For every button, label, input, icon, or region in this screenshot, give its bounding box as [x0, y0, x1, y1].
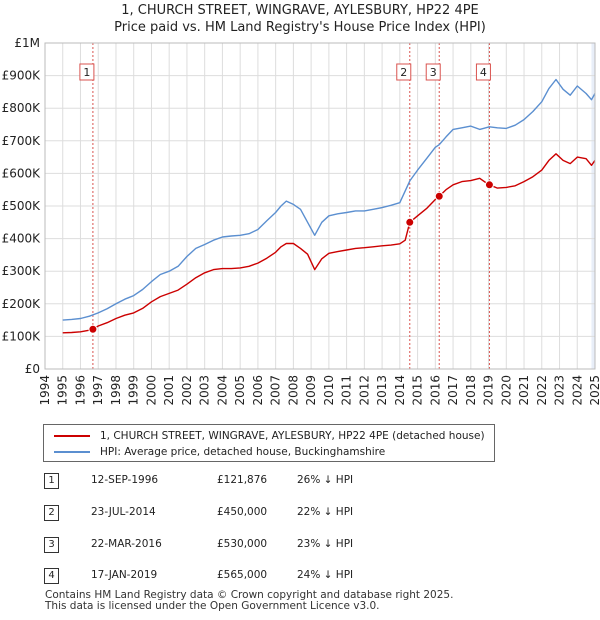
x-tick-label: 2009 — [304, 375, 318, 406]
transaction-price: £530,000 — [217, 538, 268, 550]
transaction-number: 4 — [44, 568, 59, 584]
transaction-hpi-diff: 23% ↓ HPI — [297, 538, 354, 550]
x-tick-label: 2005 — [233, 375, 247, 406]
legend-item-hpi: HPI: Average price, detached house, Buck… — [54, 445, 385, 459]
transaction-number: 3 — [44, 537, 59, 553]
sale-label-box-4 — [475, 63, 491, 81]
transaction-date: 17-JAN-2019 — [91, 569, 158, 581]
x-tick-label: 2004 — [215, 375, 229, 406]
transaction-number: 1 — [44, 473, 59, 489]
sale-point-4 — [484, 180, 494, 190]
y-tick-label: £500K — [2, 199, 42, 213]
transaction-hpi-diff: 26% ↓ HPI — [297, 474, 354, 486]
x-tick-label: 2019 — [482, 375, 496, 406]
y-tick-label: £100K — [2, 329, 42, 343]
y-tick-label: £300K — [2, 264, 42, 278]
x-tick-label: 1997 — [91, 375, 105, 406]
x-tick-label: 2007 — [269, 375, 283, 406]
chart-title: 1, CHURCH STREET, WINGRAVE, AYLESBURY, H… — [0, 2, 600, 36]
x-tick-label: 2018 — [464, 375, 478, 406]
sale-point-1 — [88, 324, 98, 334]
x-tick-label: 2002 — [180, 375, 194, 406]
table-row: 1 12-SEP-1996 £121,876 26% ↓ HPI — [43, 472, 563, 490]
chart-series — [62, 78, 596, 334]
transaction-price: £450,000 — [217, 506, 268, 518]
x-tick-label: 2017 — [446, 375, 460, 406]
sale-label-3: 3 — [430, 66, 437, 79]
x-tick-label: 1998 — [109, 375, 123, 406]
transaction-price: £121,876 — [217, 474, 268, 486]
sale-label-1: 1 — [83, 66, 90, 79]
x-tick-label: 2001 — [162, 375, 176, 406]
plot-border — [44, 42, 596, 370]
x-tick-label: 1999 — [127, 375, 141, 406]
y-tick-label: £0 — [25, 362, 40, 376]
series-line-price-paid — [62, 153, 596, 334]
table-row: 3 22-MAR-2016 £530,000 23% ↓ HPI — [43, 536, 563, 554]
transaction-date: 12-SEP-1996 — [91, 474, 159, 486]
footer: Contains HM Land Registry data © Crown c… — [45, 590, 453, 612]
x-tick-label: 2020 — [499, 375, 513, 406]
x-tick-label: 2014 — [393, 375, 407, 406]
x-tick-label: 2016 — [428, 375, 442, 406]
x-tick-label: 2022 — [535, 375, 549, 406]
y-tick-label: £400K — [2, 232, 42, 246]
x-tick-label: 2008 — [286, 375, 300, 406]
y-tick-label: £800K — [2, 101, 42, 115]
sale-labels: 1 2 3 4 — [79, 63, 491, 81]
transaction-hpi-diff: 22% ↓ HPI — [297, 506, 354, 518]
legend-label-hpi: HPI: Average price, detached house, Buck… — [100, 446, 386, 458]
x-tick-label: 2000 — [144, 375, 158, 406]
y-tick-label: £700K — [2, 134, 42, 148]
x-tick-label: 2006 — [251, 375, 265, 406]
x-tick-label: 2011 — [340, 375, 354, 406]
legend-label-price-paid: 1, CHURCH STREET, WINGRAVE, AYLESBURY, H… — [100, 430, 485, 442]
chart-title-line1: 1, CHURCH STREET, WINGRAVE, AYLESBURY, H… — [121, 3, 479, 18]
sale-label-box-1 — [79, 63, 95, 81]
x-tick-label: 2012 — [357, 375, 371, 406]
sale-label-box-2 — [396, 63, 412, 81]
x-tick-label: 2023 — [553, 375, 567, 406]
x-tick-label: 1996 — [73, 375, 87, 406]
x-tick-label: 2025 — [588, 375, 600, 406]
y-tick-label: £900K — [2, 69, 42, 83]
y-tick-label: £1M — [14, 36, 40, 50]
transaction-price: £565,000 — [217, 569, 268, 581]
x-tick-label: 1995 — [56, 375, 70, 406]
x-tick-label: 1994 — [38, 375, 52, 406]
sale-point-3 — [434, 191, 444, 201]
x-tick-label: 2013 — [375, 375, 389, 406]
transaction-hpi-diff: 24% ↓ HPI — [297, 569, 354, 581]
legend-item-price-paid: 1, CHURCH STREET, WINGRAVE, AYLESBURY, H… — [54, 429, 485, 443]
x-tick-label: 2021 — [517, 375, 531, 406]
transaction-date: 23-JUL-2014 — [91, 506, 156, 518]
chart-title-line2: Price paid vs. HM Land Registry's House … — [114, 20, 486, 35]
transaction-date: 22-MAR-2016 — [91, 538, 162, 550]
sale-label-2: 2 — [400, 66, 407, 79]
series-line-hpi — [62, 78, 596, 321]
table-row: 2 23-JUL-2014 £450,000 22% ↓ HPI — [43, 504, 563, 522]
y-tick-label: £200K — [2, 297, 42, 311]
chart-axes: £0 £100K £200K £300K £400K £500K £600K £700K £80… — [2, 36, 600, 406]
transaction-number: 2 — [44, 505, 59, 521]
table-row: 4 17-JAN-2019 £565,000 24% ↓ HPI — [43, 567, 563, 585]
price-chart: 1 2 3 4 £0 £100K £200K £300K £400K £500K £600K £70… — [2, 36, 600, 406]
legend: 1, CHURCH STREET, WINGRAVE, AYLESBURY, H… — [43, 424, 495, 462]
x-tick-label: 2010 — [322, 375, 336, 406]
sale-label-4: 4 — [480, 66, 487, 79]
footer-licence: This data is licensed under the Open Gov… — [45, 600, 380, 612]
sale-points — [88, 180, 494, 334]
footer-copyright: Contains HM Land Registry data © Crown c… — [45, 589, 454, 601]
x-tick-label: 2015 — [411, 375, 425, 406]
sale-point-2 — [405, 217, 415, 227]
y-tick-label: £600K — [2, 166, 42, 180]
x-tick-label: 2003 — [198, 375, 212, 406]
legend-swatch-hpi — [54, 451, 90, 453]
legend-swatch-price-paid — [54, 435, 90, 437]
x-tick-label: 2024 — [570, 375, 584, 406]
sale-label-box-3 — [425, 63, 441, 81]
